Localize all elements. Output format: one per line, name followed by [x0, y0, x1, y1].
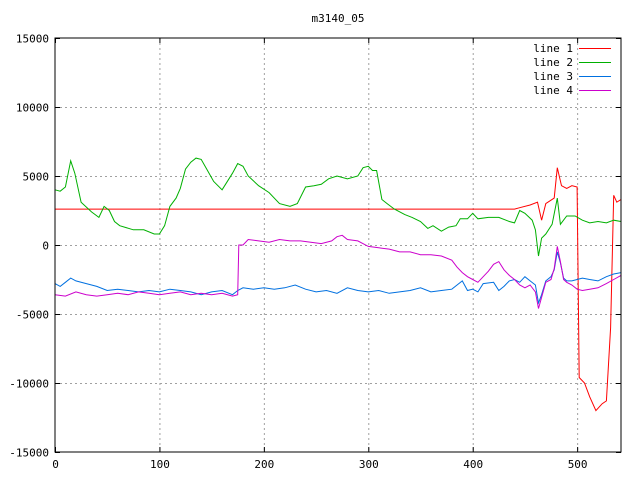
legend-label: line 1 — [533, 42, 573, 55]
x-tick-label: 100 — [150, 458, 170, 471]
y-tick-label: 15000 — [16, 33, 49, 46]
x-tick-label: 300 — [359, 458, 379, 471]
series-layer — [54, 157, 622, 412]
legend-label: line 3 — [533, 70, 573, 83]
series-line-2 — [54, 157, 622, 257]
series-line-1 — [55, 167, 622, 412]
series-line-4 — [54, 234, 622, 309]
x-tick-label: 400 — [463, 458, 483, 471]
x-tick-label: 200 — [254, 458, 274, 471]
chart-title: m3140_05 — [312, 12, 365, 25]
y-tick-label: 5000 — [23, 171, 50, 184]
x-tick-label: 500 — [568, 458, 588, 471]
y-tick-label: 0 — [42, 240, 49, 253]
x-tick-label: 0 — [52, 458, 59, 471]
y-tick-label: -10000 — [9, 378, 49, 391]
y-tick-label: -5000 — [16, 309, 49, 322]
y-tick-label: 10000 — [16, 102, 49, 115]
grid — [55, 38, 621, 452]
legend-label: line 2 — [533, 56, 573, 69]
legend-label: line 4 — [533, 84, 573, 97]
y-tick-label: -15000 — [9, 447, 49, 460]
